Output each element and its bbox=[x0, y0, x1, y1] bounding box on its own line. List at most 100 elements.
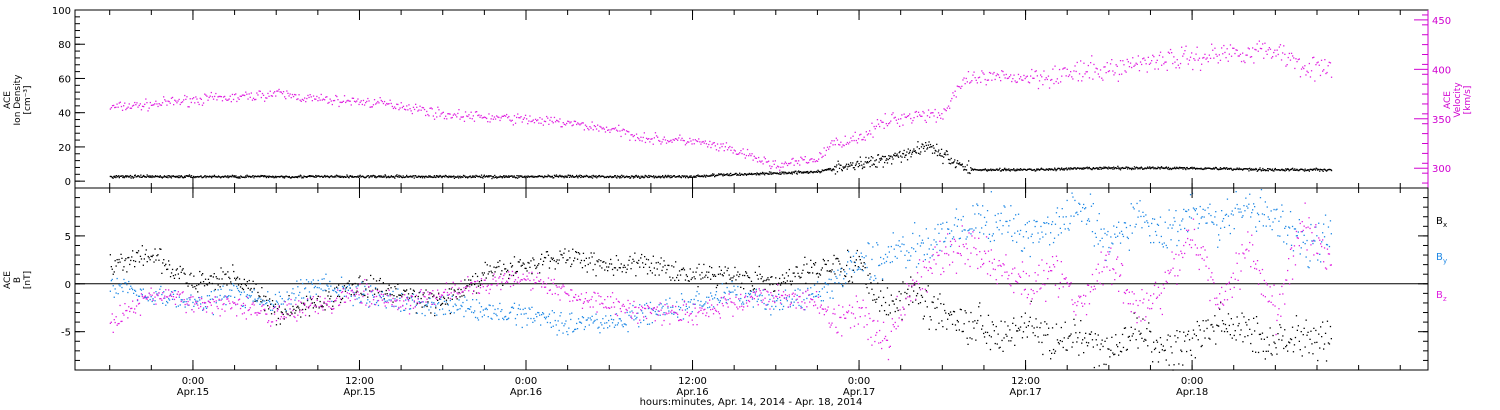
bx-series-point bbox=[1114, 353, 1116, 355]
bx-series-point bbox=[588, 257, 590, 259]
density-series-point bbox=[386, 176, 388, 178]
by-series-point bbox=[472, 299, 474, 301]
density-series-point bbox=[757, 173, 759, 175]
by-series-point bbox=[661, 307, 663, 309]
velocity-series-point bbox=[1141, 63, 1143, 66]
velocity-series-point bbox=[597, 124, 599, 126]
density-series-point bbox=[537, 175, 539, 177]
density-series-point bbox=[736, 174, 738, 176]
bx-series-point bbox=[1094, 333, 1096, 335]
density-series-point bbox=[458, 177, 460, 179]
by-series-point bbox=[794, 289, 796, 291]
density-series-point bbox=[159, 175, 161, 177]
bx-series-point bbox=[675, 261, 677, 263]
by-series-point bbox=[374, 287, 377, 289]
bx-series-point bbox=[719, 273, 721, 275]
velocity-series-point bbox=[343, 95, 346, 97]
bx-series-point bbox=[1021, 337, 1024, 339]
bx-series-point bbox=[1330, 338, 1332, 340]
bx-series-point bbox=[1278, 338, 1280, 341]
bx-series-point bbox=[236, 276, 239, 278]
density-series-point bbox=[1305, 169, 1308, 172]
velocity-series-point bbox=[1194, 59, 1196, 61]
bx-series-point bbox=[979, 302, 981, 304]
velocity-series-point bbox=[378, 102, 380, 104]
by-series-point bbox=[360, 300, 362, 303]
density-series-point bbox=[1208, 167, 1210, 169]
density-series-point bbox=[318, 175, 320, 177]
bx-series-point bbox=[172, 275, 175, 277]
bx-series-point bbox=[786, 280, 788, 282]
density-series-point bbox=[626, 175, 628, 178]
bx-series-point bbox=[769, 284, 771, 286]
by-series-point bbox=[455, 304, 457, 307]
bx-series-point bbox=[1068, 335, 1070, 338]
bx-series-point bbox=[168, 264, 171, 266]
velocity-series-point bbox=[398, 109, 400, 111]
density-series-point bbox=[1171, 168, 1173, 170]
by-series-point bbox=[698, 293, 700, 295]
density-series-point bbox=[361, 175, 363, 177]
velocity-series-point bbox=[992, 73, 994, 75]
bx-series-point bbox=[909, 295, 911, 297]
bx-series-point bbox=[1149, 330, 1151, 332]
density-series-point bbox=[401, 176, 403, 178]
bx-series-point bbox=[501, 270, 503, 272]
density-series-point bbox=[1087, 168, 1089, 170]
density-series-point bbox=[900, 155, 902, 157]
bx-series-point bbox=[638, 259, 640, 262]
density-series-point bbox=[611, 176, 613, 179]
bx-series-point bbox=[707, 276, 709, 279]
density-series-point bbox=[1321, 169, 1323, 171]
velocity-series-point bbox=[507, 117, 509, 119]
density-series-point bbox=[1317, 168, 1319, 171]
bx-series-point bbox=[455, 296, 457, 298]
density-series-point bbox=[495, 176, 497, 178]
by-series-point bbox=[466, 299, 468, 301]
bx-series-point bbox=[439, 298, 441, 300]
density-series-point bbox=[1131, 167, 1133, 169]
bx-series-point bbox=[496, 266, 498, 268]
bx-series-point bbox=[612, 274, 615, 276]
density-series-point bbox=[481, 176, 483, 178]
by-series-point bbox=[182, 301, 184, 303]
density-series-point bbox=[1165, 166, 1167, 168]
density-series-point bbox=[933, 147, 935, 149]
bx-series-point bbox=[754, 271, 756, 273]
by-series-point bbox=[383, 299, 385, 301]
bx-series-point bbox=[621, 271, 623, 273]
density-series-point bbox=[194, 176, 196, 179]
density-series-point bbox=[578, 175, 580, 177]
density-series-point bbox=[283, 177, 286, 179]
density-series-point bbox=[710, 174, 712, 176]
by-series-point bbox=[486, 308, 488, 311]
velocity-series-point bbox=[286, 90, 288, 92]
bx-series-point bbox=[1153, 348, 1156, 351]
density-series-point bbox=[949, 163, 952, 165]
density-series-point bbox=[826, 168, 828, 170]
velocity-series-point bbox=[804, 156, 806, 158]
bx-series-point bbox=[622, 266, 624, 269]
bx-series-point bbox=[244, 283, 246, 285]
velocity-series-point bbox=[134, 101, 136, 104]
by-series-point bbox=[699, 304, 701, 306]
bx-series-point bbox=[660, 257, 662, 259]
density-series-point bbox=[785, 173, 787, 175]
velocity-series-point bbox=[842, 144, 844, 146]
bx-series-point bbox=[1257, 351, 1260, 354]
velocity-series-point bbox=[619, 130, 621, 132]
velocity-series-point bbox=[1053, 82, 1055, 85]
density-series-point bbox=[1051, 168, 1054, 170]
density-series-point bbox=[548, 175, 551, 177]
density-series-point bbox=[693, 175, 695, 177]
density-series-point bbox=[841, 168, 843, 171]
velocity-series-point bbox=[266, 97, 268, 99]
velocity-series-point bbox=[821, 156, 823, 159]
velocity-series-point bbox=[1007, 77, 1010, 79]
bx-series-point bbox=[689, 268, 691, 270]
velocity-series-point bbox=[1098, 76, 1101, 78]
velocity-series-point bbox=[1218, 54, 1220, 56]
by-series-point bbox=[601, 324, 603, 326]
velocity-series-point bbox=[624, 133, 627, 135]
density-series-point bbox=[403, 176, 406, 179]
